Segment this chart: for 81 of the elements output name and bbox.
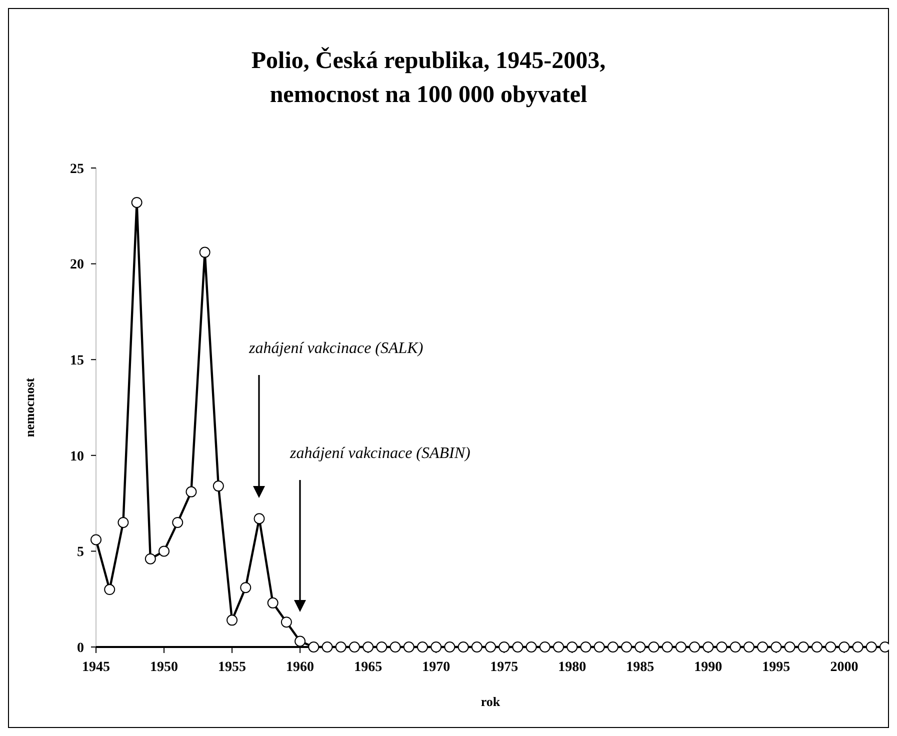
x-tick-label: 1990	[694, 660, 722, 675]
annotation: zahájení vakcinace (SABIN)	[289, 445, 470, 462]
x-tick-label: 1965	[354, 660, 382, 675]
point	[634, 642, 646, 652]
point	[322, 642, 333, 652]
point	[757, 642, 768, 652]
point	[838, 642, 850, 652]
point	[580, 642, 592, 652]
point	[485, 642, 496, 652]
x-tick-label: 1995	[762, 660, 790, 675]
point	[566, 642, 578, 652]
point	[866, 642, 877, 652]
x-axis-title: rok	[480, 694, 501, 709]
point	[458, 642, 469, 652]
x-tick-label: 1960	[286, 660, 314, 675]
point	[526, 642, 537, 652]
point	[240, 582, 252, 594]
point	[199, 246, 210, 258]
point	[131, 196, 142, 208]
point	[675, 642, 686, 652]
y-tick-label: 10	[70, 449, 84, 464]
point	[294, 636, 306, 647]
point	[444, 642, 456, 652]
point	[607, 642, 618, 652]
point	[267, 597, 278, 608]
point	[104, 584, 116, 596]
point	[212, 480, 224, 492]
point	[825, 642, 836, 652]
x-tick-label: 1945	[82, 660, 110, 675]
point	[811, 642, 822, 652]
y-axis-title: nemocnost	[22, 377, 37, 438]
point	[118, 516, 129, 528]
point	[662, 642, 673, 652]
point	[362, 642, 374, 652]
y-tick-label: 25	[70, 162, 84, 177]
point	[716, 642, 728, 652]
point	[730, 642, 741, 652]
point	[186, 486, 197, 498]
point	[144, 553, 156, 564]
point	[172, 516, 184, 528]
point	[308, 642, 320, 652]
point	[648, 642, 660, 652]
y-tick-label: 15	[70, 354, 84, 368]
x-tick-label: 1955	[218, 660, 246, 675]
point	[539, 642, 550, 652]
point	[416, 642, 428, 652]
point	[335, 642, 346, 652]
point	[471, 642, 482, 652]
y-tick-label: 0	[77, 640, 84, 656]
point	[702, 642, 714, 652]
point	[553, 642, 564, 652]
point	[784, 642, 796, 652]
x-tick-label: 1980	[558, 660, 586, 675]
point	[90, 534, 102, 546]
point	[594, 642, 605, 652]
x-tick-label: 1985	[626, 660, 654, 675]
point	[430, 642, 442, 652]
point	[226, 614, 238, 626]
point	[689, 642, 700, 652]
point	[403, 642, 414, 652]
x-tick-label: 1970	[422, 660, 450, 675]
x-tick-label: 2000	[830, 660, 858, 675]
y-tick-label: 5	[77, 545, 84, 560]
x-tick-label: 1975	[490, 660, 518, 675]
point	[348, 642, 360, 652]
point	[621, 642, 632, 652]
point	[280, 616, 292, 628]
point	[770, 642, 782, 652]
point	[158, 546, 170, 557]
point	[852, 642, 864, 652]
point	[498, 642, 510, 652]
point	[743, 642, 754, 652]
point	[512, 642, 524, 652]
chart-title: Polio, Česká republika, 1945-2003, nemocnost na 100 000 obyvatel	[251, 47, 606, 108]
point	[254, 513, 265, 524]
point	[798, 642, 809, 652]
y-tick-label: 20	[70, 258, 84, 273]
point	[376, 642, 388, 652]
x-tick-label: 1950	[150, 660, 178, 675]
point	[390, 642, 401, 652]
annotation: zahájení vakcinace (SALK)	[248, 340, 424, 357]
